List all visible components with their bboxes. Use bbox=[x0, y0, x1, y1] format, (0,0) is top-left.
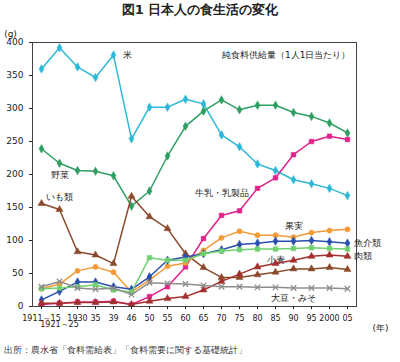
svg-text:50: 50 bbox=[12, 268, 24, 278]
svg-text:05: 05 bbox=[342, 314, 352, 323]
svg-text:魚介類: 魚介類 bbox=[354, 238, 381, 248]
svg-text:75: 75 bbox=[234, 314, 244, 323]
svg-text:300: 300 bbox=[6, 103, 23, 113]
svg-text:野菜: 野菜 bbox=[51, 170, 69, 180]
svg-text:0: 0 bbox=[18, 301, 24, 311]
svg-text:90: 90 bbox=[288, 314, 298, 323]
svg-text:1921～25: 1921～25 bbox=[40, 320, 79, 329]
svg-text:純食料供給量（1人1日当たり）: 純食料供給量（1人1日当たり） bbox=[222, 50, 350, 60]
svg-text:大豆・みそ: 大豆・みそ bbox=[271, 293, 316, 303]
svg-text:(g): (g) bbox=[4, 29, 17, 39]
svg-text:65: 65 bbox=[198, 314, 208, 323]
svg-text:2000: 2000 bbox=[319, 314, 339, 323]
svg-text:60: 60 bbox=[180, 314, 190, 323]
svg-text:39: 39 bbox=[108, 314, 118, 323]
svg-text:小麦: 小麦 bbox=[267, 255, 285, 265]
svg-text:70: 70 bbox=[216, 314, 226, 323]
svg-text:1911～15: 1911～15 bbox=[22, 314, 61, 324]
svg-text:55: 55 bbox=[162, 314, 172, 323]
svg-text:牛乳・乳製品: 牛乳・乳製品 bbox=[195, 188, 249, 198]
svg-text:肉類: 肉類 bbox=[354, 251, 372, 261]
svg-text:50: 50 bbox=[144, 314, 154, 323]
svg-text:250: 250 bbox=[6, 136, 23, 146]
svg-text:(年): (年) bbox=[372, 323, 388, 333]
svg-text:米: 米 bbox=[123, 50, 132, 60]
svg-text:350: 350 bbox=[6, 70, 23, 80]
html-text:図1 日本人の食生活の変化: 図1 日本人の食生活の変化 bbox=[121, 2, 279, 17]
svg-text:1930: 1930 bbox=[67, 314, 88, 324]
svg-text:いも類: いも類 bbox=[46, 192, 73, 202]
svg-text:80: 80 bbox=[252, 314, 262, 323]
svg-text:46: 46 bbox=[126, 314, 136, 323]
html-text:出所：農水省「食料需給表」「食料需要に関する基礎統計」: 出所：農水省「食料需給表」「食料需要に関する基礎統計」 bbox=[4, 345, 247, 355]
svg-text:100: 100 bbox=[6, 235, 23, 245]
svg-text:95: 95 bbox=[306, 314, 316, 323]
svg-text:85: 85 bbox=[270, 314, 280, 323]
svg-text:200: 200 bbox=[6, 169, 23, 179]
svg-text:35: 35 bbox=[90, 314, 100, 323]
svg-text:果実: 果実 bbox=[285, 221, 303, 231]
svg-text:150: 150 bbox=[6, 202, 23, 212]
svg-text:400: 400 bbox=[6, 37, 24, 48]
